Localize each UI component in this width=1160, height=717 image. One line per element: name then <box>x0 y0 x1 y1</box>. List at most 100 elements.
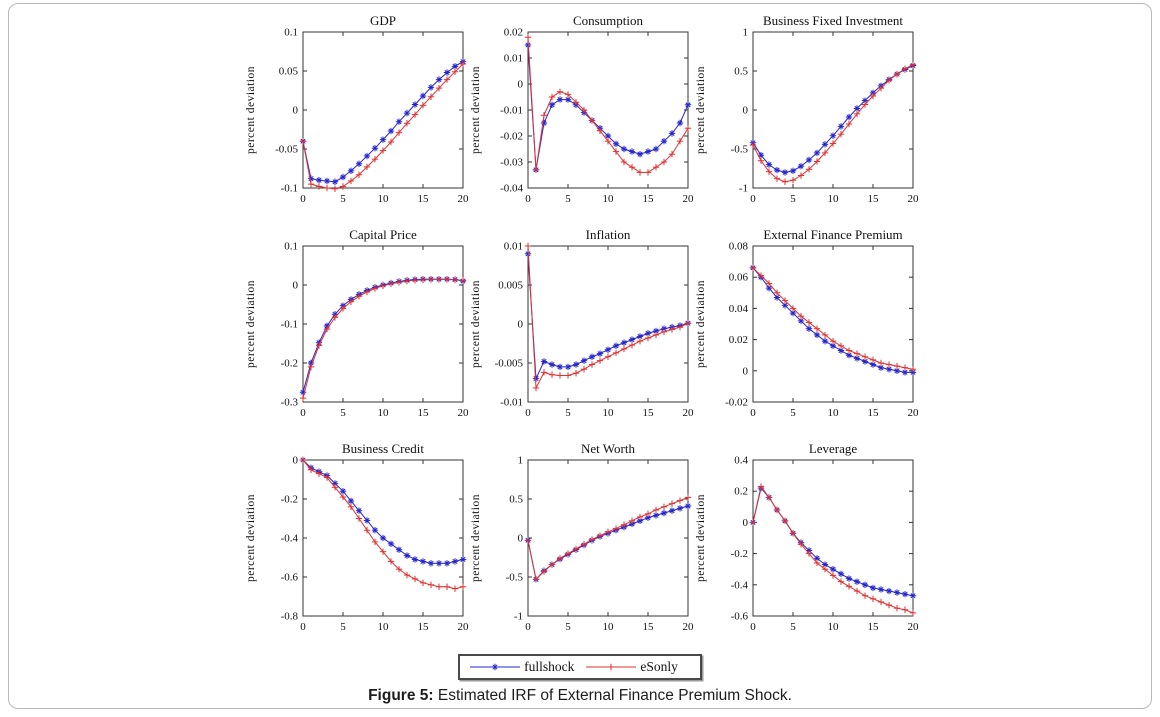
svg-text:-0.4: -0.4 <box>730 579 748 591</box>
legend-label-esonly: eSonly <box>640 659 678 674</box>
svg-text:-0.3: -0.3 <box>280 397 298 409</box>
svg-text:0: 0 <box>300 621 306 633</box>
esonly-line-icon <box>586 663 637 671</box>
subplot-business-credit: 0 5 10 15 20 -0.8 -0.6 -0.4 -0.2 0 Business Credit… <box>243 440 468 650</box>
svg-text:20: 20 <box>682 621 693 633</box>
legend-label-fullshock: fullshock <box>524 659 575 674</box>
svg-text:0.08: 0.08 <box>728 241 748 253</box>
svg-text:-0.01: -0.01 <box>500 105 523 117</box>
svg-text:10: 10 <box>377 407 389 419</box>
svg-text:5: 5 <box>790 407 796 419</box>
svg-text:0: 0 <box>517 533 523 545</box>
svg-text:-0.6: -0.6 <box>280 572 298 584</box>
svg-text:5: 5 <box>565 621 571 633</box>
svg-text:-0.03: -0.03 <box>500 157 523 169</box>
svg-text:10: 10 <box>827 407 839 419</box>
svg-text:0: 0 <box>525 193 531 205</box>
svg-text:20: 20 <box>457 193 468 205</box>
svg-text:Business Credit: Business Credit <box>342 441 424 456</box>
svg-text:0.05: 0.05 <box>278 66 298 78</box>
svg-text:5: 5 <box>340 621 346 633</box>
svg-text:-0.04: -0.04 <box>500 183 523 195</box>
svg-text:percent deviation: percent deviation <box>695 494 707 582</box>
svg-text:10: 10 <box>827 621 839 633</box>
svg-text:20: 20 <box>907 193 918 205</box>
svg-text:percent deviation: percent deviation <box>470 280 482 368</box>
svg-text:20: 20 <box>457 621 468 633</box>
svg-text:-0.2: -0.2 <box>730 548 747 560</box>
svg-text:percent deviation: percent deviation <box>695 66 707 154</box>
svg-text:0.2: 0.2 <box>734 486 748 498</box>
svg-text:-0.8: -0.8 <box>280 611 298 623</box>
svg-text:1: 1 <box>517 455 523 467</box>
svg-text:0.02: 0.02 <box>728 334 747 346</box>
svg-text:0: 0 <box>292 105 298 117</box>
svg-text:-0.6: -0.6 <box>730 611 748 623</box>
svg-text:20: 20 <box>907 407 918 419</box>
svg-text:0: 0 <box>742 105 748 117</box>
subplot-consumption: 0 5 10 15 20 -0.04 -0.03 -0.02 -0.01 0 0.01 0.02 Con… <box>468 12 693 222</box>
svg-text:10: 10 <box>602 193 614 205</box>
svg-text:20: 20 <box>457 407 468 419</box>
svg-text:10: 10 <box>377 193 389 205</box>
svg-text:0.04: 0.04 <box>728 303 748 315</box>
svg-text:0.02: 0.02 <box>503 27 522 39</box>
figure-frame: 0 5 10 15 20 -0.1 -0.05 0 0.05 0.1 GDP percent devi… <box>8 3 1152 709</box>
svg-text:5: 5 <box>340 407 346 419</box>
svg-text:0.1: 0.1 <box>284 27 298 39</box>
svg-text:0.1: 0.1 <box>284 241 298 253</box>
svg-text:0.5: 0.5 <box>509 494 523 506</box>
svg-text:0.4: 0.4 <box>734 455 748 467</box>
fullshock-line-icon <box>470 663 521 671</box>
legend-row: fullshock eSonly <box>9 654 1151 680</box>
svg-text:-1: -1 <box>738 183 747 195</box>
caption-label: Figure 5: <box>368 687 434 704</box>
svg-text:-1: -1 <box>513 611 522 623</box>
svg-text:20: 20 <box>907 621 918 633</box>
svg-text:External Finance Premium: External Finance Premium <box>763 227 902 242</box>
svg-text:0: 0 <box>292 280 298 292</box>
svg-text:0: 0 <box>742 365 748 377</box>
subplot-capital-price: 0 5 10 15 20 -0.3 -0.2 -0.1 0 0.1 Capital Price per… <box>243 226 468 436</box>
svg-text:10: 10 <box>377 621 389 633</box>
subplot-business-fixed-investment: 0 5 10 15 20 -1 -0.5 0 0.5 1 Business Fixed Invest… <box>693 12 918 222</box>
svg-text:0: 0 <box>300 407 306 419</box>
svg-text:percent deviation: percent deviation <box>695 280 707 368</box>
svg-text:0: 0 <box>525 407 531 419</box>
svg-text:-0.1: -0.1 <box>280 183 297 195</box>
irf-charts-grid: 0 5 10 15 20 -0.1 -0.05 0 0.05 0.1 GDP percent devi… <box>9 4 1151 650</box>
subplot-inflation: 0 5 10 15 20 -0.01 -0.005 0 0.005 0.01 Inflation pe… <box>468 226 693 436</box>
svg-text:0: 0 <box>742 517 748 529</box>
svg-text:0: 0 <box>750 621 756 633</box>
svg-text:percent deviation: percent deviation <box>470 66 482 154</box>
svg-text:5: 5 <box>790 193 796 205</box>
svg-text:15: 15 <box>867 621 879 633</box>
svg-text:15: 15 <box>417 193 429 205</box>
subplot-net-worth: 0 5 10 15 20 -1 -0.5 0 0.5 1 Net Worth percent devi… <box>468 440 693 650</box>
svg-text:0: 0 <box>750 193 756 205</box>
svg-text:0: 0 <box>750 407 756 419</box>
svg-text:-0.005: -0.005 <box>494 358 523 370</box>
svg-text:percent deviation: percent deviation <box>470 494 482 582</box>
subplot-leverage: 0 5 10 15 20 -0.6 -0.4 -0.2 0 0.2 0.4 Leverage perce… <box>693 440 918 650</box>
svg-text:Leverage: Leverage <box>808 441 857 456</box>
svg-text:10: 10 <box>827 193 839 205</box>
svg-text:0.01: 0.01 <box>503 53 522 65</box>
subplot-gdp: 0 5 10 15 20 -0.1 -0.05 0 0.05 0.1 GDP percent devi… <box>243 12 468 222</box>
svg-text:20: 20 <box>682 193 693 205</box>
svg-text:-0.4: -0.4 <box>280 533 298 545</box>
svg-text:GDP: GDP <box>369 13 395 28</box>
legend: fullshock eSonly <box>458 654 702 680</box>
svg-text:15: 15 <box>642 621 654 633</box>
svg-text:0.005: 0.005 <box>498 280 523 292</box>
svg-text:Business Fixed Investment: Business Fixed Investment <box>762 13 902 28</box>
svg-text:15: 15 <box>867 193 879 205</box>
svg-text:15: 15 <box>417 621 429 633</box>
svg-text:-0.2: -0.2 <box>280 358 297 370</box>
svg-text:-0.5: -0.5 <box>730 144 748 156</box>
svg-text:percent deviation: percent deviation <box>245 280 257 368</box>
svg-text:10: 10 <box>602 621 614 633</box>
svg-text:-0.02: -0.02 <box>725 397 748 409</box>
figure-caption: Figure 5: Estimated IRF of External Fina… <box>9 687 1151 705</box>
svg-text:-0.02: -0.02 <box>500 131 523 143</box>
